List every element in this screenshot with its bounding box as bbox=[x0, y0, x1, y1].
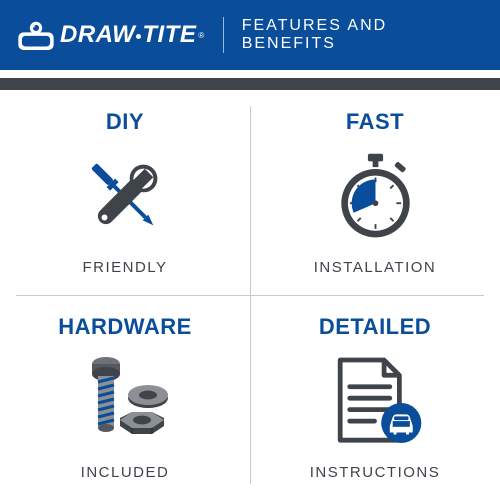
brand: DRAW TITE ® bbox=[18, 20, 205, 50]
feature-cell-fast: FAST bbox=[250, 90, 500, 295]
feature-subtitle: INSTALLATION bbox=[314, 259, 436, 276]
features-grid: DIY FRIENDLY FAST bbox=[0, 90, 500, 500]
hitch-ball-icon bbox=[18, 20, 54, 50]
feature-title: HARDWARE bbox=[58, 314, 192, 340]
document-vehicle-icon bbox=[320, 352, 430, 452]
feature-cell-diy: DIY FRIENDLY bbox=[0, 90, 250, 295]
white-stripe bbox=[0, 70, 500, 78]
header-divider bbox=[223, 17, 224, 53]
feature-title: DETAILED bbox=[319, 314, 431, 340]
registered-mark: ® bbox=[198, 31, 204, 40]
feature-title: FAST bbox=[346, 109, 404, 135]
stopwatch-icon bbox=[320, 147, 430, 247]
feature-subtitle: FRIENDLY bbox=[82, 259, 167, 276]
header-bar: DRAW TITE ® FEATURES AND BENEFITS bbox=[0, 0, 500, 70]
header-subtitle: FEATURES AND BENEFITS bbox=[242, 17, 482, 53]
grey-bar bbox=[0, 78, 500, 90]
bolt-nut-icon bbox=[70, 352, 180, 452]
tools-icon bbox=[70, 147, 180, 247]
brand-dot bbox=[136, 34, 141, 39]
brand-text: DRAW TITE ® bbox=[60, 21, 205, 49]
feature-subtitle: INSTRUCTIONS bbox=[310, 464, 441, 481]
feature-subtitle: INCLUDED bbox=[81, 464, 170, 481]
brand-word-2: TITE bbox=[142, 21, 196, 49]
feature-title: DIY bbox=[106, 109, 144, 135]
brand-word-1: DRAW bbox=[60, 21, 135, 49]
feature-cell-hardware: HARDWARE bbox=[0, 295, 250, 500]
feature-cell-detailed: DETAILED INSTRUCTIONS bbox=[250, 295, 500, 500]
